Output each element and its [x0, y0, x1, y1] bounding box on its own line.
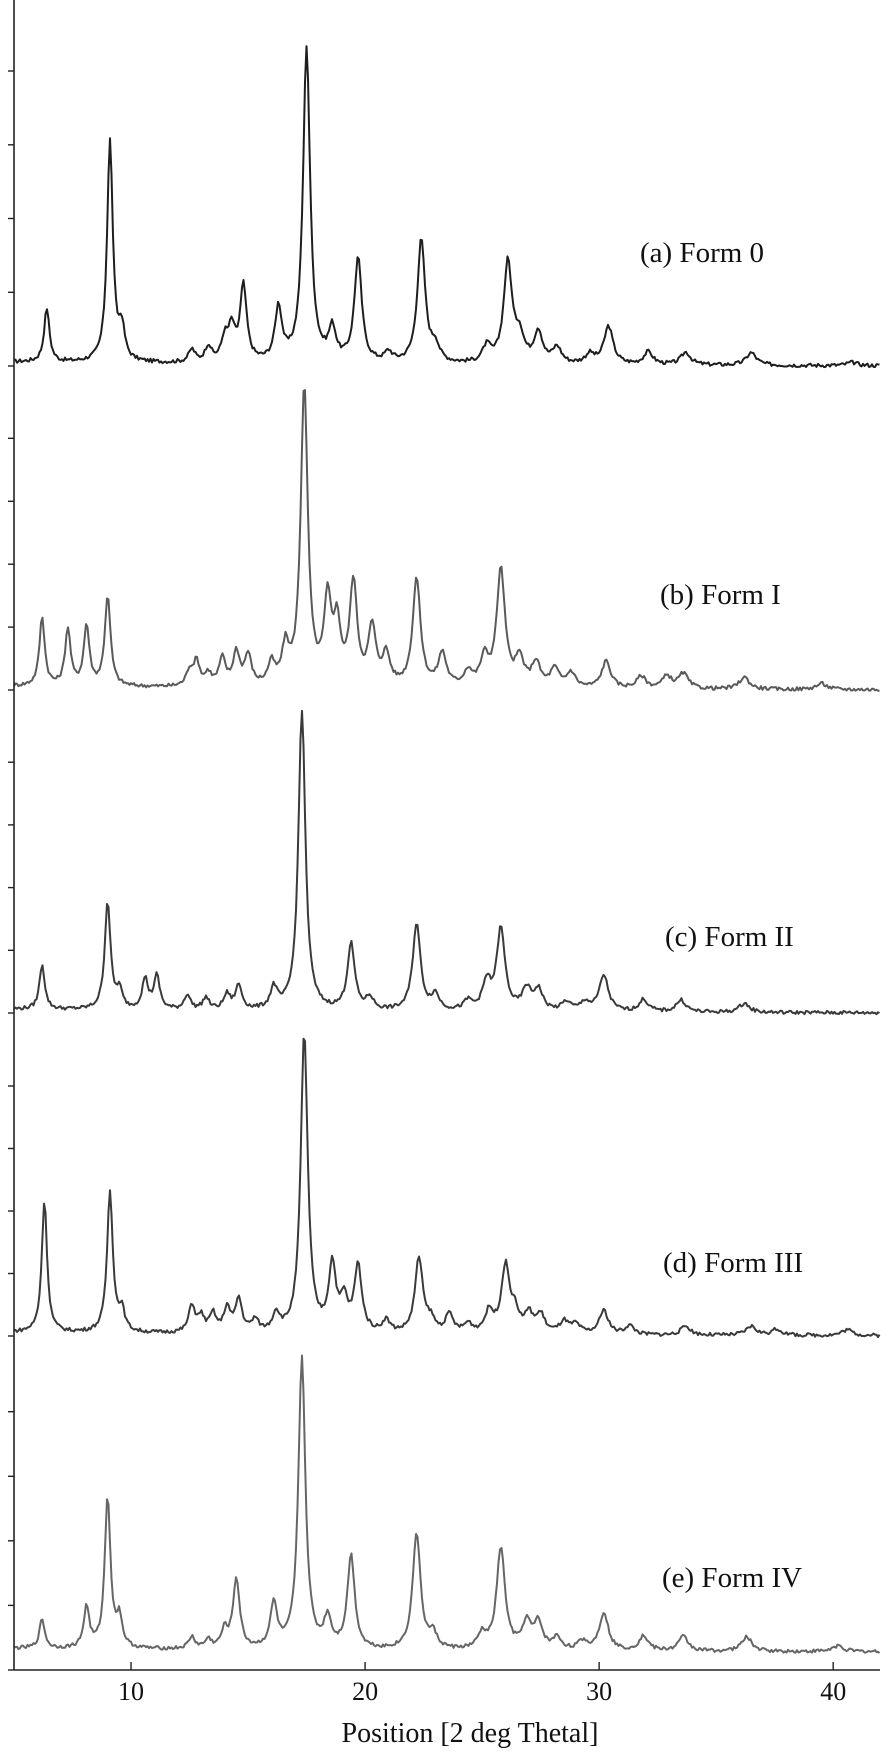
- series-label-1: (a) Form 0: [640, 237, 764, 269]
- series-label-4: (d) Form III: [663, 1247, 803, 1279]
- series-label-3: (c) Form II: [665, 921, 794, 953]
- series-labels-layer: (a) Form 0 (b) Form I (c) Form II (d) Form …: [640, 237, 803, 1594]
- trace-5: [13, 1354, 881, 1654]
- x-axis-label: Position [2 deg Thetal]: [342, 1718, 599, 1749]
- trace-4: [13, 1037, 881, 1339]
- x-tick-label: 20: [352, 1677, 378, 1706]
- trace-1: [13, 45, 880, 369]
- x-axis-ticks: 10 20 30 40: [118, 1662, 846, 1706]
- x-tick-label: 30: [586, 1677, 612, 1706]
- left-axis-ticks: [8, 70, 14, 1671]
- traces-layer: [13, 45, 881, 1654]
- trace-2: [13, 389, 880, 692]
- series-label-5: (e) Form IV: [662, 1562, 802, 1594]
- trace-3: [13, 709, 880, 1016]
- series-label-2: (b) Form I: [660, 579, 781, 611]
- x-tick-label: 10: [118, 1677, 144, 1706]
- x-tick-label: 40: [820, 1677, 846, 1706]
